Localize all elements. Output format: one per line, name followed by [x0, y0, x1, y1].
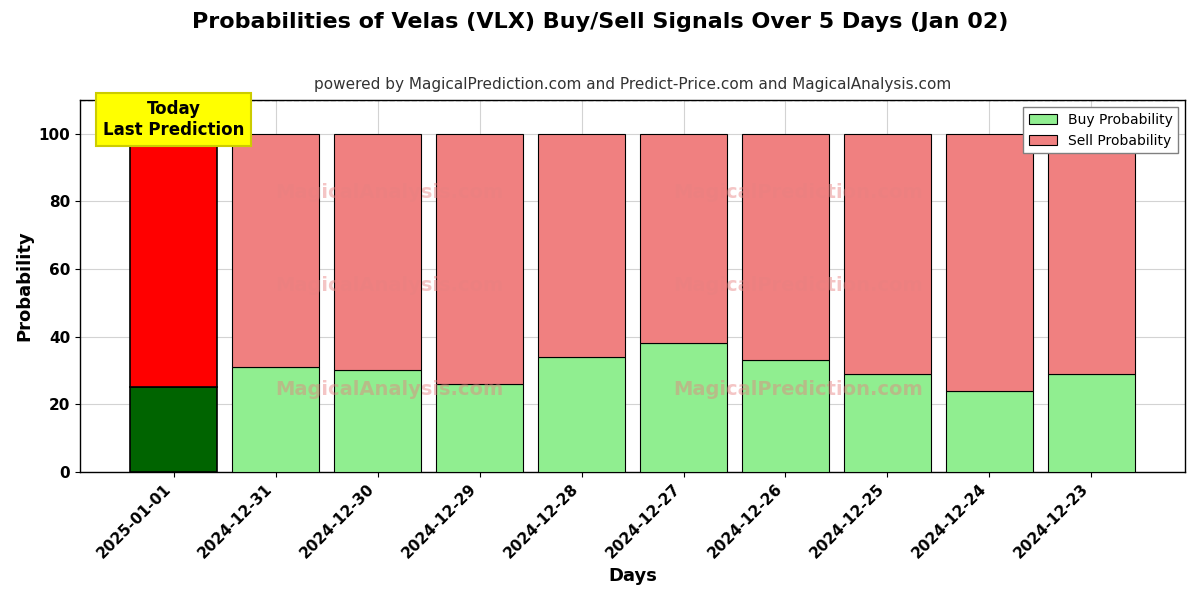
Bar [1048, 134, 1135, 374]
Text: MagicalPrediction.com: MagicalPrediction.com [673, 380, 923, 400]
Bar [640, 343, 727, 472]
Bar [640, 134, 727, 343]
Bar [131, 387, 217, 472]
Bar [538, 357, 625, 472]
Bar [436, 134, 523, 384]
Text: MagicalPrediction.com: MagicalPrediction.com [673, 184, 923, 202]
Bar [946, 134, 1033, 391]
Text: MagicalAnalysis.com: MagicalAnalysis.com [275, 184, 504, 202]
Text: Probabilities of Velas (VLX) Buy/Sell Signals Over 5 Days (Jan 02): Probabilities of Velas (VLX) Buy/Sell Si… [192, 12, 1008, 32]
Bar [233, 367, 319, 472]
X-axis label: Days: Days [608, 567, 656, 585]
Bar [131, 134, 217, 387]
Bar [844, 374, 931, 472]
Text: MagicalPrediction.com: MagicalPrediction.com [673, 277, 923, 295]
Bar [233, 134, 319, 367]
Bar [742, 360, 829, 472]
Bar [538, 134, 625, 357]
Y-axis label: Probability: Probability [14, 230, 32, 341]
Bar [1048, 374, 1135, 472]
Bar [742, 134, 829, 360]
Legend: Buy Probability, Sell Probability: Buy Probability, Sell Probability [1024, 107, 1178, 153]
Text: MagicalAnalysis.com: MagicalAnalysis.com [275, 277, 504, 295]
Title: powered by MagicalPrediction.com and Predict-Price.com and MagicalAnalysis.com: powered by MagicalPrediction.com and Pre… [314, 77, 952, 92]
Bar [436, 384, 523, 472]
Text: Today
Last Prediction: Today Last Prediction [103, 100, 245, 139]
Bar [335, 134, 421, 370]
Bar [335, 370, 421, 472]
Text: MagicalAnalysis.com: MagicalAnalysis.com [275, 380, 504, 400]
Bar [844, 134, 931, 374]
Bar [946, 391, 1033, 472]
